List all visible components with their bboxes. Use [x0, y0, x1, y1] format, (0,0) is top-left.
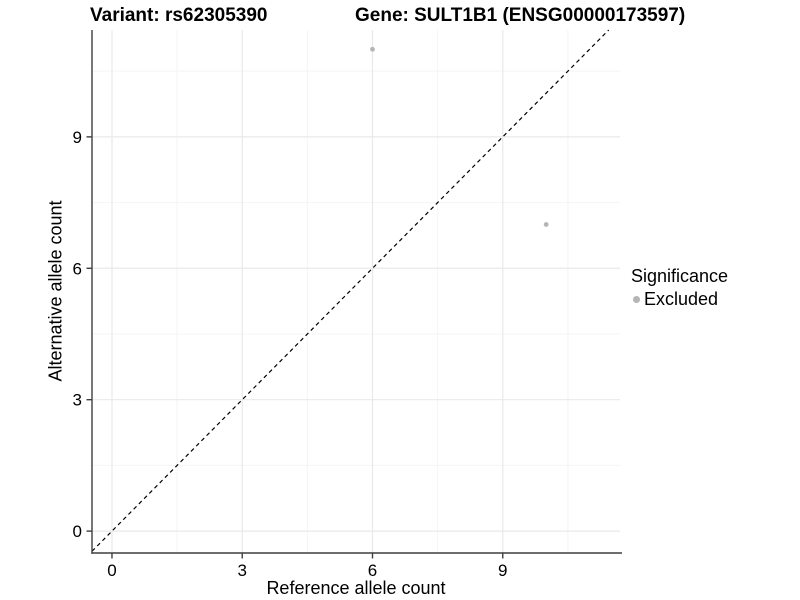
- y-tick-label: 3: [73, 391, 82, 410]
- data-point: [370, 46, 375, 52]
- data-point: [543, 222, 549, 227]
- y-tick-label: 0: [73, 522, 82, 541]
- plot-title-variant: Variant: rs62305390: [90, 5, 268, 26]
- identity-line: [91, 29, 610, 552]
- legend-title: Significance: [631, 266, 729, 286]
- legend-item-label: Excluded: [644, 289, 719, 309]
- plot-title-gene: Gene: SULT1B1 (ENSG00000173597): [355, 5, 686, 26]
- y-tick-label: 6: [73, 259, 82, 278]
- legend-item-excluded: Excluded: [631, 289, 728, 309]
- y-axis-title: Alternative allele count: [45, 200, 66, 382]
- y-tick-label: 9: [73, 128, 82, 147]
- x-tick-label: 0: [107, 561, 116, 580]
- legend: Significance Excluded: [631, 265, 728, 309]
- x-tick-label: 9: [498, 561, 507, 580]
- legend-point-icon: [633, 295, 640, 303]
- x-axis-title: Reference allele count: [266, 578, 446, 598]
- x-tick-label: 6: [368, 561, 377, 580]
- x-tick-label: 3: [238, 561, 247, 580]
